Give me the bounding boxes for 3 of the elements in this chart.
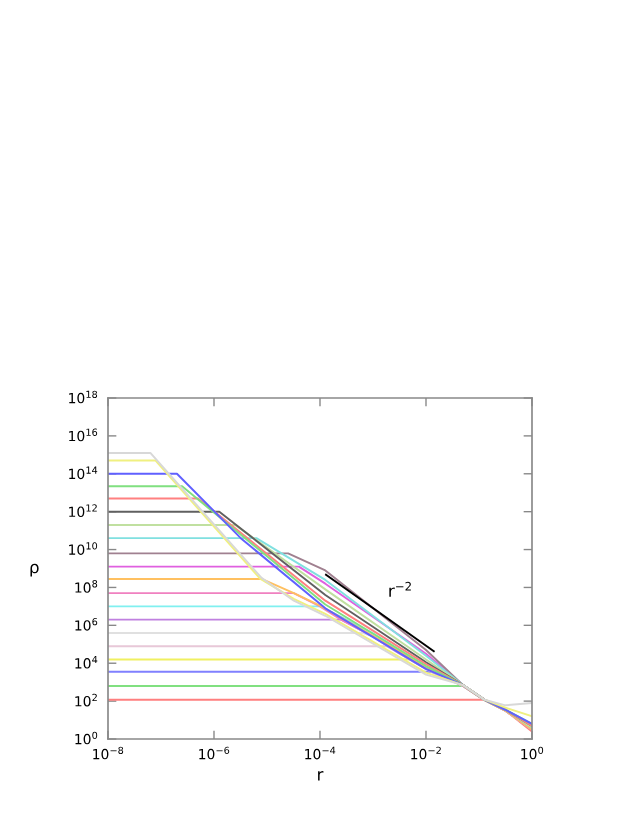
y-axis-title: ρ [30,563,39,577]
x-axis-title: r [318,771,324,781]
annotation: r$^{−2}$ [389,581,411,597]
